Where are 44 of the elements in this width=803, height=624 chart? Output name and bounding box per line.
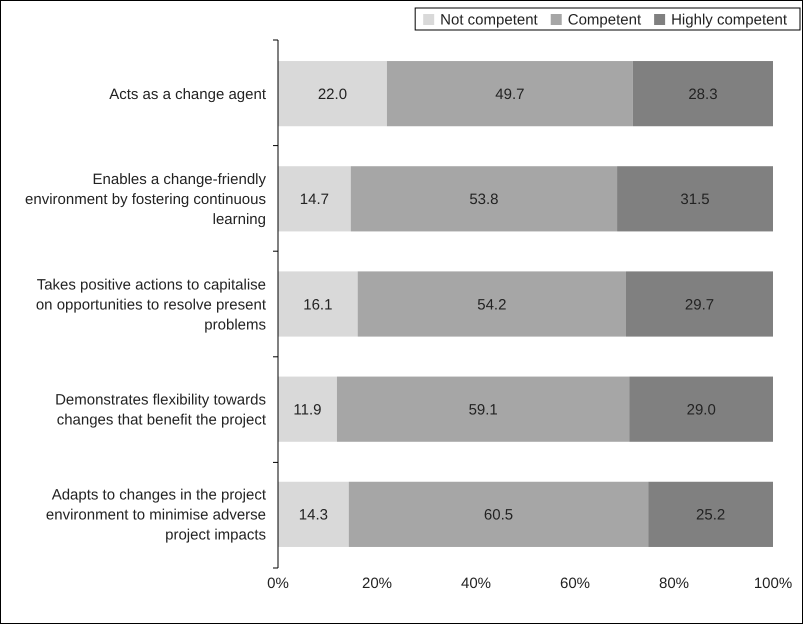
bar [386, 61, 633, 126]
data-label: 53.8 [469, 191, 499, 208]
data-label: 59.1 [468, 401, 498, 418]
y-tick-label: Takes positive actions to capitalise on opportunities to resolve present problems [36, 276, 267, 334]
data-label: 29.0 [686, 401, 716, 418]
x-tick-label: 40% [460, 575, 492, 592]
x-tick-label: 60% [560, 575, 590, 592]
data-label: 29.7 [684, 296, 714, 314]
data-label: 22.0 [318, 86, 348, 103]
x-tick-label: 0% [267, 575, 289, 592]
y-tick-label: Enables a change-friendly environment by fostering continuous learning [25, 171, 266, 228]
data-label: 14.7 [300, 191, 329, 208]
data-label: 25.2 [696, 506, 726, 524]
bar [278, 271, 358, 337]
data-label: 14.3 [298, 506, 328, 524]
data-label: 49.7 [495, 86, 525, 103]
y-tick-label: Adapts to changes in the project environment to minimise adverse project impacts [46, 486, 267, 544]
data-label: 16.1 [303, 296, 332, 314]
legend-label: Not competent [440, 11, 539, 28]
bar [348, 482, 648, 547]
bar [278, 166, 351, 232]
bar [617, 166, 773, 232]
bar [632, 61, 773, 126]
bar [336, 376, 630, 442]
legend-label: Highly competent [671, 11, 788, 28]
bar [278, 376, 337, 442]
data-label: 31.5 [680, 191, 710, 208]
y-tick-label: Acts as a change agent [109, 86, 267, 103]
x-tick-label: 80% [658, 575, 690, 592]
bar [278, 61, 387, 126]
x-tick-label: 20% [362, 575, 392, 592]
bar [278, 482, 349, 547]
y-tick-label: Demonstrates flexibility towards changes that benefit the project [55, 391, 267, 428]
data-label: 60.5 [484, 506, 514, 524]
bar [350, 166, 618, 232]
bar [358, 271, 626, 337]
bar [648, 482, 773, 547]
data-label: 54.2 [477, 296, 506, 314]
x-tick-label: 100% [754, 575, 792, 592]
bar [626, 271, 773, 337]
data-label: 28.3 [688, 86, 718, 103]
legend-label: Competent [568, 11, 642, 28]
bar [629, 376, 773, 442]
data-label: 11.9 [293, 401, 322, 418]
